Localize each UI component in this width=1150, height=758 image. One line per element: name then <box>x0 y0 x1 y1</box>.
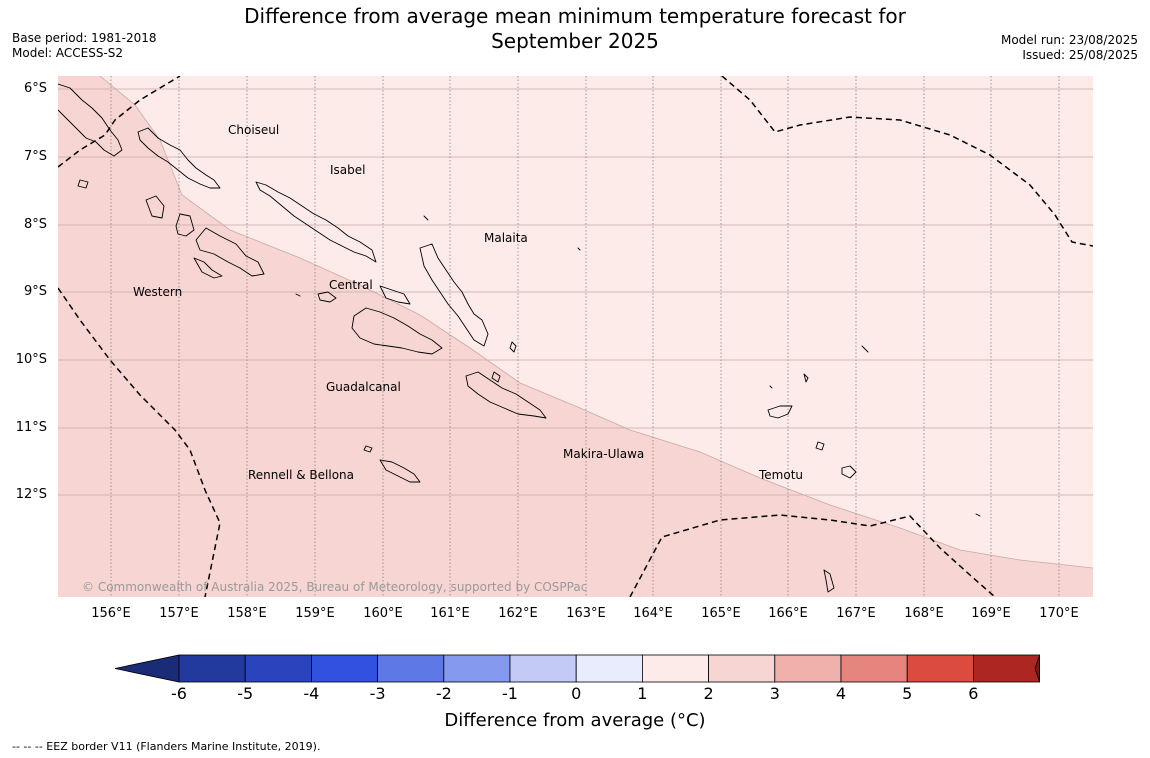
colorbar-tick-label: -4 <box>303 684 320 703</box>
colorbar-tick-label: 4 <box>835 684 847 703</box>
issued-date: Issued: 25/08/2025 <box>1022 48 1138 62</box>
region-label-isabel: Isabel <box>330 163 366 177</box>
shortland-islands <box>77 179 165 219</box>
lon-label-163e: 163°E <box>566 606 606 621</box>
colorbar-tick-label: 5 <box>902 684 913 703</box>
lon-label-160e: 160°E <box>363 606 403 621</box>
colorbar-tick-label: -6 <box>171 684 187 703</box>
colorbar-swatch <box>443 654 511 683</box>
map-area <box>58 76 1093 597</box>
title-line-2: September 2025 <box>491 29 659 53</box>
guadalcanal-island <box>351 307 443 355</box>
model-name: Model: ACCESS-S2 <box>12 46 124 60</box>
title-line-1: Difference from average mean minimum tem… <box>244 4 906 28</box>
region-label-central: Central <box>329 278 373 292</box>
lat-label-9s: 9°S <box>23 284 47 299</box>
meta-left: Base period: 1981-2018 Model: ACCESS-S2 <box>12 31 157 61</box>
region-label-guadalcanal: Guadalcanal <box>326 380 401 394</box>
lon-label-161e: 161°E <box>430 606 470 621</box>
colorbar-swatch <box>774 654 842 683</box>
colorbar-swatch <box>906 654 974 683</box>
islands <box>58 83 981 593</box>
choiseul-island <box>137 127 221 189</box>
colorbar-extend-low <box>114 654 180 683</box>
anomaly-1-2-region <box>58 76 1093 597</box>
region-label-temotu: Temotu <box>759 468 804 482</box>
lon-label-170e: 170°E <box>1039 606 1079 621</box>
small-islets <box>295 215 981 517</box>
bougainville-island <box>58 83 123 157</box>
colorbar-extend-high <box>1034 654 1040 683</box>
region-label-choiseul: Choiseul <box>228 123 280 137</box>
region-label-malaita: Malaita <box>484 231 528 245</box>
colorbar-swatch <box>642 654 710 683</box>
lon-label-158e: 158°E <box>227 606 267 621</box>
contour-line-1 <box>99 76 1093 569</box>
central-islands <box>317 285 411 305</box>
colorbar-swatch <box>310 654 378 683</box>
region-label-rennell-bellona: Rennell & Bellona <box>248 468 355 482</box>
colorbar-tick-label: -3 <box>369 684 386 703</box>
colorbar-tick-label: 6 <box>968 684 979 703</box>
colorbar-tick-label: 2 <box>703 684 714 703</box>
lon-label-162e: 162°E <box>498 606 538 621</box>
colorbar-label: Difference from average (°C) <box>444 710 706 731</box>
map-title: Difference from average mean minimum tem… <box>0 4 1150 54</box>
colorbar-tick-label: -2 <box>435 684 452 703</box>
colorbar-tick-label: 3 <box>769 684 780 703</box>
colorbar-tick-label: -5 <box>237 684 254 703</box>
lon-label-157e: 157°E <box>159 606 199 621</box>
lon-label-165e: 165°E <box>701 606 741 621</box>
lon-label-159e: 159°E <box>295 606 335 621</box>
isabel-island <box>255 181 377 263</box>
lon-label-169e: 169°E <box>971 606 1011 621</box>
new-georgia-group <box>175 213 265 279</box>
makira-island <box>465 371 547 419</box>
lon-label-156e: 156°E <box>91 606 131 621</box>
lon-label-164e: 164°E <box>633 606 673 621</box>
colorbar-tick-label: 1 <box>637 684 648 703</box>
colorbar-swatch <box>840 654 908 683</box>
lon-label-166e: 166°E <box>768 606 808 621</box>
lat-label-10s: 10°S <box>15 352 47 367</box>
region-label-western: Western <box>133 285 183 299</box>
model-run: Model run: 23/08/2025 <box>1000 33 1138 47</box>
eez-footnote: -- -- -- EEZ border V11 (Flanders Marine… <box>12 740 321 753</box>
copyright-notice: © Commonwealth of Australia 2025, Bureau… <box>82 580 588 594</box>
colorbar-swatch <box>244 654 312 683</box>
colorbar-swatch <box>509 654 577 683</box>
colorbar-tick-label: -1 <box>502 684 518 703</box>
lat-label-6s: 6°S <box>23 81 47 96</box>
lon-gridlines <box>110 76 1060 597</box>
colorbar-swatch <box>377 654 445 683</box>
lat-gridlines <box>58 88 1093 496</box>
region-label-makira-ulawa: Makira-Ulawa <box>563 447 645 461</box>
colorbar-swatch <box>708 654 776 683</box>
santa-cruz-islands <box>767 405 857 593</box>
colorbar-swatch <box>178 654 246 683</box>
lat-label-11s: 11°S <box>15 420 47 435</box>
colorbar-swatch <box>575 654 643 683</box>
colorbar-swatch <box>973 654 1041 683</box>
lon-label-167e: 167°E <box>836 606 876 621</box>
eez-borders <box>58 76 1093 597</box>
lat-label-8s: 8°S <box>23 217 47 232</box>
lat-label-7s: 7°S <box>23 149 47 164</box>
lon-label-168e: 168°E <box>904 606 944 621</box>
colorbar <box>114 654 1041 683</box>
lat-label-12s: 12°S <box>15 487 47 502</box>
base-period: Base period: 1981-2018 <box>12 31 157 45</box>
meta-right: Model run: 23/08/2025 Issued: 25/08/2025 <box>1001 33 1138 63</box>
malaita-island <box>419 243 489 347</box>
rennell-island <box>363 445 421 483</box>
colorbar-tick-label: 0 <box>571 684 582 703</box>
